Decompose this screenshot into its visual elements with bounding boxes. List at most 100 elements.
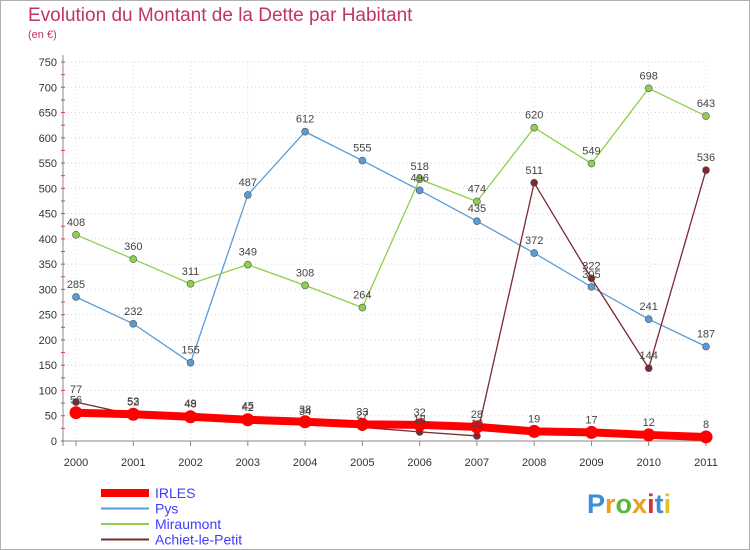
legend-label-Pys: Pys [155,501,178,517]
x-tick-label: 2001 [121,457,145,469]
data-point [702,112,710,120]
data-point [244,191,252,199]
y-tick-label: 150 [39,360,57,372]
grid-lines [63,61,707,442]
data-point [642,428,656,442]
data-label: 56 [70,395,82,407]
data-label: 360 [124,241,142,253]
data-label: 474 [468,183,486,195]
data-point [69,406,83,420]
y-tick-label: 0 [51,436,57,448]
data-point [584,425,598,439]
data-point [186,280,195,288]
data-label: 435 [468,203,486,215]
data-point [470,420,484,434]
data-label: 285 [67,279,85,291]
data-label: 19 [528,413,540,425]
x-tick-label: 2006 [407,457,431,469]
data-label: 372 [525,235,543,247]
data-label: 518 [410,161,428,173]
data-label: 28 [471,409,483,421]
data-label: 27 [356,409,368,421]
data-label: 408 [67,217,85,229]
data-label: 322 [582,260,600,272]
legend-label-Achiet-le-Petit: Achiet-le-Petit [155,532,242,548]
y-tick-label: 350 [39,259,57,271]
data-point [527,424,541,438]
y-tick-label: 100 [39,385,57,397]
data-label: 12 [643,417,655,429]
y-tick-label: 50 [45,411,57,423]
y-tick-label: 200 [39,335,57,347]
x-tick-label: 2010 [636,457,660,469]
data-point [530,249,538,257]
data-label: 77 [70,384,82,396]
y-tick-label: 450 [39,209,57,221]
logo-letter: x [632,489,648,519]
data-point [126,407,140,421]
x-tick-label: 2000 [64,457,88,469]
x-tick-label: 2003 [236,457,260,469]
y-tick-label: 400 [39,234,57,246]
data-point [473,432,481,440]
data-point [699,430,713,444]
data-label: 241 [640,301,658,313]
data-point [72,231,80,239]
legend-label-IRLES: IRLES [155,485,195,501]
data-label: 38 [299,404,311,416]
data-label: 33 [356,406,368,418]
data-label: 643 [697,98,715,110]
x-tick-label: 2009 [579,457,603,469]
data-point [72,293,80,301]
y-tick-label: 500 [39,183,57,195]
data-label: 511 [525,165,543,177]
data-label: 612 [296,114,314,126]
y-tick-label: 250 [39,310,57,322]
data-point [355,417,369,431]
data-point [587,159,596,168]
data-point [587,274,596,283]
data-point [587,283,596,291]
y-tick-label: 700 [39,82,57,94]
logo-letter: P [587,489,606,519]
x-tick-label: 2008 [522,457,546,469]
data-point [358,303,367,312]
data-label: 18 [414,414,426,426]
data-point [644,364,653,373]
data-label: 620 [525,110,543,122]
data-point [72,398,80,406]
data-point [244,260,252,269]
logo-letter: i [647,489,655,519]
axes: 0 50 100 150 200 250 300 350 400 450 500 550 600 650 7… [39,55,718,469]
data-point [473,217,481,225]
data-point [358,156,367,165]
data-point [702,166,710,174]
series-line-Miraumont [75,87,707,309]
data-label: 555 [353,143,371,155]
data-label: 52 [127,397,139,409]
legend-label-Miraumont: Miraumont [155,516,221,532]
y-tick-label: 650 [39,108,57,120]
data-label: 698 [640,70,658,82]
data-label: 48 [184,399,196,411]
y-tick-label: 750 [39,57,57,69]
data-point [473,197,481,206]
data-label: 187 [697,329,715,341]
series-line-Pys [75,131,707,364]
x-tick-label: 2011 [694,457,718,469]
logo-letter: r [605,489,616,519]
data-point [184,410,198,424]
proxiti-logo: Proxiti [587,489,671,520]
data-point [241,413,255,427]
x-tick-label: 2005 [350,457,374,469]
data-point [413,418,427,432]
data-label: 496 [410,172,428,184]
data-label: 34 [299,406,311,418]
logo-letter: t [654,489,664,519]
data-label: 32 [414,407,426,419]
data-label: 53 [127,396,139,408]
data-label: 10 [471,418,483,430]
y-tick-label: 300 [39,284,57,296]
data-label: 232 [124,306,142,318]
